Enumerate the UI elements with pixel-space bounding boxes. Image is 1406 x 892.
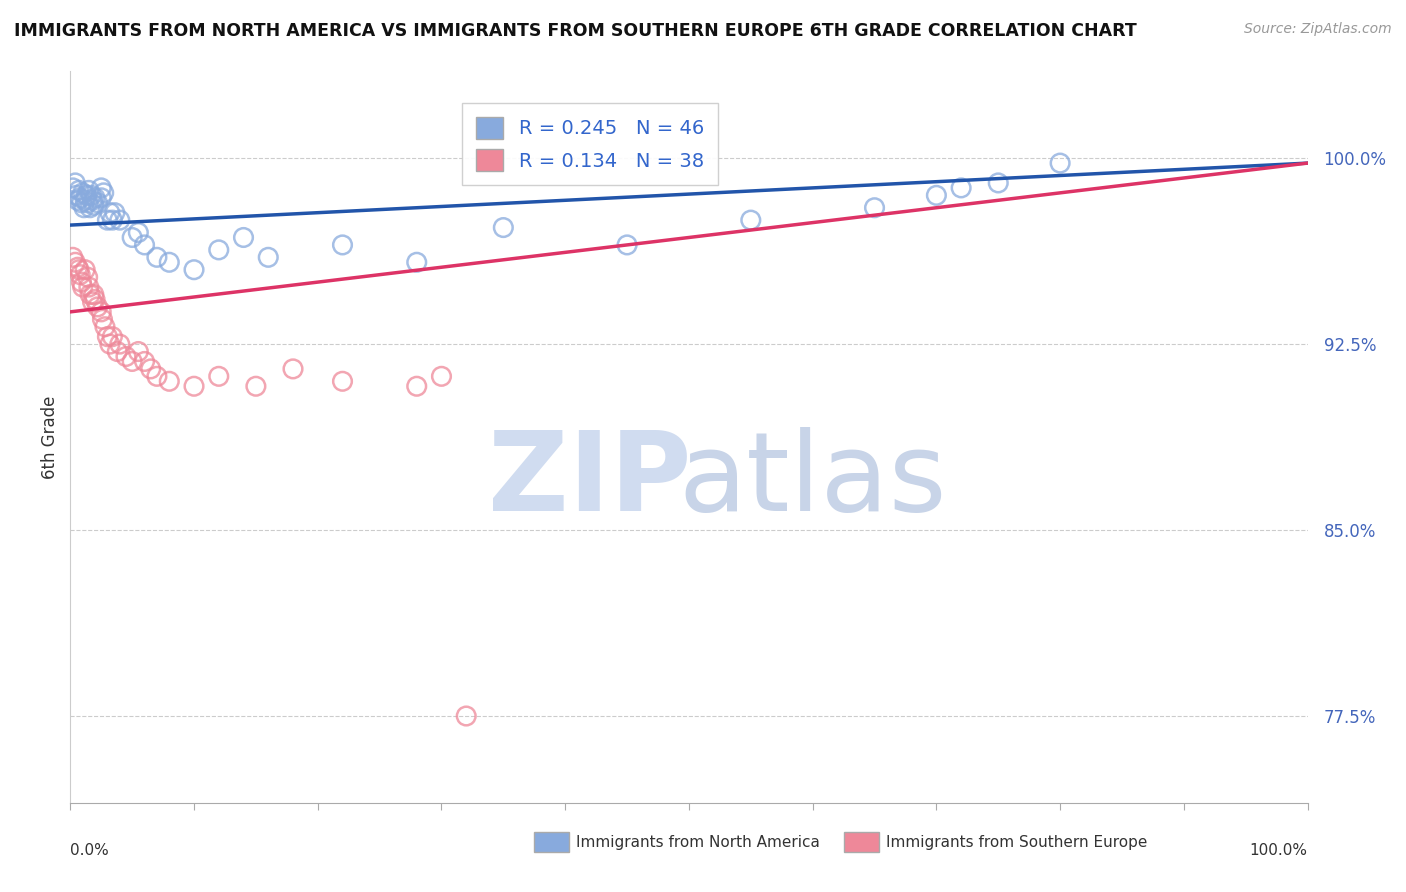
Point [72,186,94,200]
Point [139,362,162,376]
Point [62,250,84,264]
Point [69,191,91,205]
Point [430,369,453,384]
Point [67,183,90,197]
Point [82,295,104,310]
Point [94,319,117,334]
Point [79,201,101,215]
Point [108,213,131,227]
Point [90,181,112,195]
Point [79,287,101,301]
Point [134,238,156,252]
Point [987,176,1010,190]
Point [925,188,948,202]
Text: Immigrants from Southern Europe: Immigrants from Southern Europe [886,835,1147,849]
Point [86,195,108,210]
Point [740,213,762,227]
Point [127,344,149,359]
Point [62,181,84,195]
Point [77,280,100,294]
Point [101,213,124,227]
Point [76,270,98,285]
Point [257,250,280,264]
Point [76,195,98,210]
Point [65,176,87,190]
Point [83,198,105,212]
Point [66,194,89,208]
Point [82,194,104,208]
Point [98,205,121,219]
Point [245,379,267,393]
Point [75,188,97,202]
Point [80,188,103,202]
Point [108,337,131,351]
Text: Immigrants from North America: Immigrants from North America [576,835,820,849]
Text: IMMIGRANTS FROM NORTH AMERICA VS IMMIGRANTS FROM SOUTHERN EUROPE 6TH GRADE CORRE: IMMIGRANTS FROM NORTH AMERICA VS IMMIGRA… [14,22,1137,40]
Point [73,201,96,215]
Point [405,379,427,393]
Point [1049,156,1071,170]
Point [69,268,91,282]
Point [208,369,231,384]
Point [208,243,231,257]
Point [96,329,118,343]
Point [232,230,254,244]
Point [121,354,143,368]
Point [134,354,156,368]
Point [616,238,638,252]
Point [950,181,973,195]
Point [90,191,112,205]
Point [70,195,93,210]
Text: 100.0%: 100.0% [1250,843,1308,858]
Point [91,312,114,326]
Point [146,369,169,384]
Point [157,255,180,269]
Point [157,374,180,388]
Point [75,194,97,208]
Text: atlas: atlas [679,427,946,534]
Text: Source: ZipAtlas.com: Source: ZipAtlas.com [1244,22,1392,37]
Point [115,350,138,364]
Text: ZIP: ZIP [488,427,692,534]
Point [281,362,304,376]
Point [90,305,112,319]
Point [183,262,205,277]
Point [332,374,354,388]
Point [93,186,115,200]
Point [104,205,127,219]
Point [65,255,87,269]
Point [75,262,97,277]
Legend: R = 0.245   N = 46, R = 0.134   N = 38: R = 0.245 N = 46, R = 0.134 N = 38 [463,103,717,185]
Point [127,226,149,240]
Point [98,337,121,351]
Point [146,250,169,264]
Text: 0.0%: 0.0% [70,843,110,858]
Point [70,275,93,289]
Point [65,188,87,202]
Point [96,213,118,227]
Point [456,709,478,723]
Point [121,230,143,244]
Point [492,220,515,235]
Point [863,201,886,215]
Point [66,260,89,275]
Point [77,183,100,197]
Point [72,280,94,294]
Point [183,379,205,393]
Point [67,262,90,277]
Point [86,300,108,314]
Point [101,329,124,343]
Point [84,293,107,307]
Point [83,287,105,301]
Point [405,255,427,269]
Y-axis label: 6th Grade: 6th Grade [41,395,59,479]
Point [105,344,128,359]
Point [332,238,354,252]
Point [84,191,107,205]
